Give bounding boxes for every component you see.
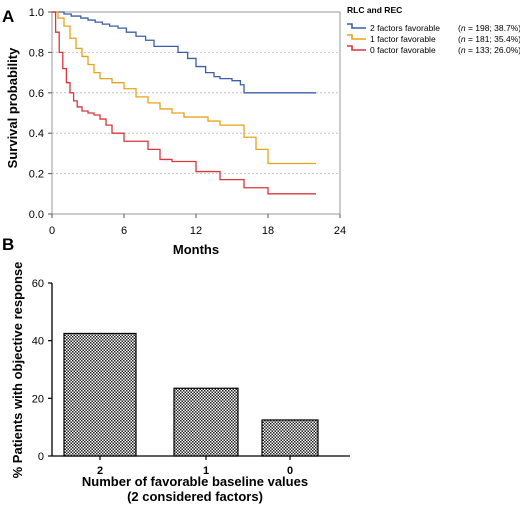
bar-2	[63, 332, 137, 457]
km-y-axis-label: Survival probability	[5, 47, 20, 168]
km-x-tick-label: 6	[121, 225, 127, 237]
bar-y-tick-label: 0	[38, 451, 44, 463]
bar-y-axis-label: % Patients with objective response	[10, 262, 25, 479]
km-curve-2-factors	[52, 11, 316, 94]
km-curves	[52, 11, 316, 195]
km-x-tick-label: 24	[334, 225, 346, 237]
km-legend-label-1-factor: 1 factor favorable	[370, 34, 436, 44]
bar-y-tick-label: 20	[32, 393, 44, 405]
km-y-tick-label: 1.0	[29, 7, 44, 19]
km-x-tick-label: 0	[49, 225, 55, 237]
km-legend-entry-2-factors: 2 factors favorable (n = 198; 38.7%)	[347, 23, 520, 33]
bar-category-label: 0	[287, 465, 293, 477]
panel-b: B 0 20 40 60 2 1 0 Number of favorable baseli…	[2, 235, 350, 504]
km-y-tick-label: 0.0	[29, 209, 44, 221]
bar-category-label: 1	[203, 465, 209, 477]
km-legend-stat-1-factor: (n = 181; 35.4%)	[458, 34, 520, 44]
bar-0	[261, 419, 319, 457]
bar-x-axis-label-line2: (2 considered factors)	[127, 489, 263, 504]
km-legend-swatch-2-factors	[347, 23, 366, 29]
km-legend: RLC and REC 2 factors favorable (n = 198…	[347, 5, 520, 55]
bar-1	[173, 387, 239, 457]
km-axis-ticks: 0 6 12 18 24 0.0 0.2 0.4 0.6 0.8 1.0	[29, 7, 346, 237]
panel-a-letter: A	[2, 7, 14, 26]
km-legend-title: RLC and REC	[347, 5, 402, 15]
km-y-tick-label: 0.8	[29, 47, 44, 59]
bar-bars: 2 1 0	[63, 332, 319, 477]
km-legend-label-2-factors: 2 factors favorable	[370, 23, 440, 33]
km-y-tick-label: 0.4	[29, 128, 44, 140]
bar-category-label: 2	[97, 465, 103, 477]
km-gridlines	[52, 52, 340, 175]
bar-y-tick-label: 40	[32, 336, 44, 348]
km-curve-0-factor	[52, 11, 316, 195]
km-legend-label-0-factor: 0 factor favorable	[370, 45, 436, 55]
bar-x-axis-label-line1: Number of favorable baseline values	[82, 474, 308, 489]
km-x-axis-label: Months	[173, 242, 219, 257]
km-plot-area	[51, 11, 341, 215]
km-legend-entry-0-factor: 0 factor favorable (n = 133; 26.0%)	[347, 45, 520, 55]
km-y-tick-label: 0.6	[29, 88, 44, 100]
bar-y-tick-label: 60	[32, 278, 44, 290]
panel-b-letter: B	[2, 235, 14, 254]
km-y-tick-label: 0.2	[29, 169, 44, 181]
km-curve-1-factor	[52, 11, 316, 165]
km-legend-entry-1-factor: 1 factor favorable (n = 181; 35.4%)	[347, 34, 520, 44]
km-legend-swatch-0-factor	[347, 45, 366, 51]
km-x-tick-label: 12	[190, 225, 202, 237]
km-legend-stat-0-factor: (n = 133; 26.0%)	[458, 45, 520, 55]
km-x-tick-label: 18	[262, 225, 274, 237]
km-legend-stat-2-factors: (n = 198; 38.7%)	[458, 23, 520, 33]
km-legend-swatch-1-factor	[347, 34, 366, 40]
panel-a: A 0 6 12 18 24 0.0 0.2 0.4 0.6 0.8 1.0 Months Surv…	[2, 5, 520, 257]
